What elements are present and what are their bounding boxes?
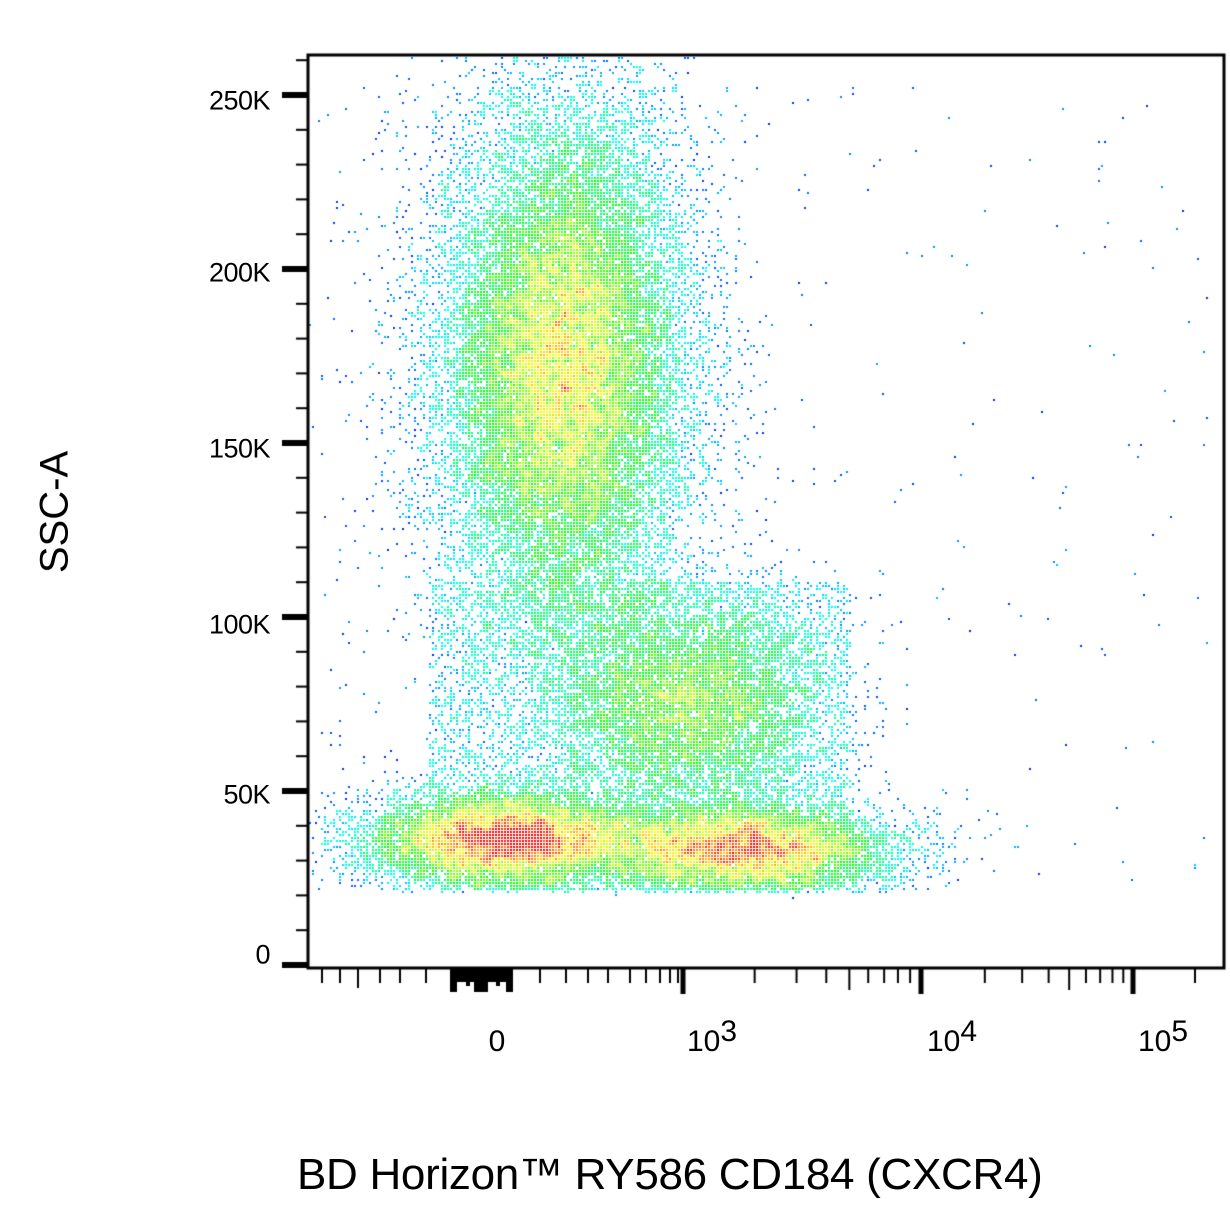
x-tick-label: 103 xyxy=(686,1015,738,1058)
x-tick-label: 105 xyxy=(1137,1015,1189,1058)
y-tick-label: 0 xyxy=(255,939,270,970)
y-tick-label: 150K xyxy=(208,433,271,464)
x-axis-label: BD Horizon™ RY586 CD184 (CXCR4) xyxy=(297,1150,1043,1199)
x-tick-label: 104 xyxy=(926,1015,978,1058)
y-tick-label: 50K xyxy=(223,779,270,810)
x-tick-label: 0 xyxy=(488,1025,506,1058)
y-tick-label: 200K xyxy=(208,257,271,288)
y-tick-label: 250K xyxy=(208,85,271,116)
y-tick-label: 100K xyxy=(208,609,271,640)
y-axis-label: SSC-A xyxy=(32,450,77,574)
